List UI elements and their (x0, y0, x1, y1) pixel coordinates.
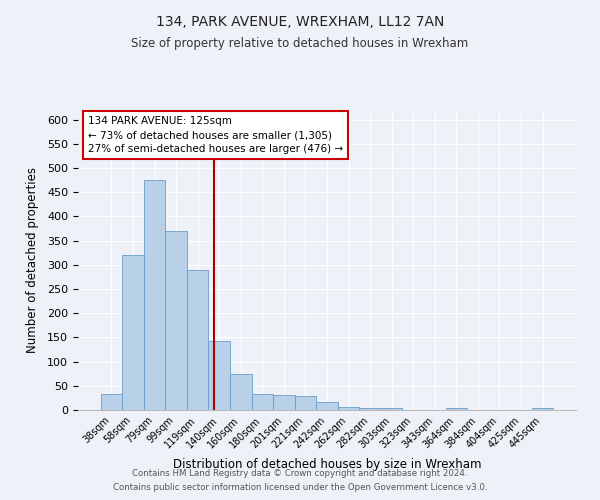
Bar (144, 180, 166, 410)
Text: Contains HM Land Registry data © Crown copyright and database right 2024.: Contains HM Land Registry data © Crown c… (132, 468, 468, 477)
Y-axis label: Number of detached properties: Number of detached properties (26, 167, 39, 353)
Bar (295, 396, 316, 410)
Bar (273, 396, 295, 410)
Bar (101, 394, 122, 410)
Bar (166, 231, 187, 410)
Bar (208, 341, 230, 410)
Bar (230, 374, 251, 410)
Bar (251, 394, 273, 410)
Text: 134, PARK AVENUE, WREXHAM, LL12 7AN: 134, PARK AVENUE, WREXHAM, LL12 7AN (156, 15, 444, 29)
Bar (187, 270, 208, 410)
Bar (122, 255, 144, 410)
Bar (359, 408, 381, 410)
Text: Contains public sector information licensed under the Open Government Licence v3: Contains public sector information licen… (113, 484, 487, 492)
Bar (381, 408, 403, 410)
Bar (532, 408, 553, 410)
Bar (446, 408, 467, 410)
X-axis label: Distribution of detached houses by size in Wrexham: Distribution of detached houses by size … (173, 458, 481, 471)
Text: Size of property relative to detached houses in Wrexham: Size of property relative to detached ho… (131, 38, 469, 51)
Text: 134 PARK AVENUE: 125sqm
← 73% of detached houses are smaller (1,305)
27% of semi: 134 PARK AVENUE: 125sqm ← 73% of detache… (88, 116, 343, 154)
Bar (316, 402, 338, 410)
Bar (338, 406, 359, 410)
